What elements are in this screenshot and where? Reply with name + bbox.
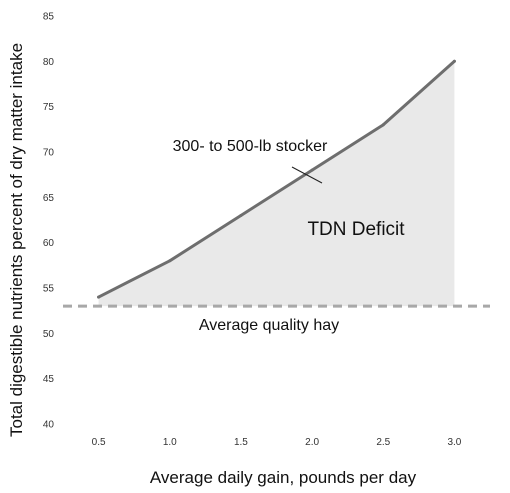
series-label-leader (291, 166, 323, 184)
y-tick-label: 55 (43, 284, 55, 295)
tdn-deficit-label: TDN Deficit (307, 219, 405, 240)
reference-line-label: Average quality hay (199, 317, 339, 334)
y-tick-label: 65 (43, 193, 55, 204)
x-tick-label: 0.5 (92, 437, 106, 448)
series-line (97, 59, 456, 299)
series-point (310, 168, 314, 172)
x-tick-label: 3.0 (447, 437, 461, 448)
x-tick-label: 2.5 (376, 437, 390, 448)
x-axis-ticks: 0.5 1.0 1.5 2.0 2.5 3.0 (92, 437, 462, 448)
x-tick-label: 1.5 (234, 437, 248, 448)
series-point (381, 123, 385, 127)
y-tick-label: 45 (43, 374, 55, 385)
series-layer (97, 59, 456, 299)
y-axis-title: Total digestible nutrients percent of dr… (7, 43, 26, 437)
series-point (239, 214, 243, 217)
tdn-deficit-area (98, 61, 455, 307)
series-point (97, 295, 101, 299)
y-axis-ticks: 40 45 50 55 60 65 70 75 80 85 (43, 12, 55, 431)
y-tick-label: 40 (43, 420, 55, 431)
series-point (452, 59, 456, 63)
y-tick-label: 60 (43, 238, 55, 249)
y-tick-label: 75 (43, 102, 55, 113)
x-axis-title: Average daily gain, pounds per day (150, 468, 417, 487)
series-label: 300- to 500-lb stocker (173, 138, 328, 155)
y-tick-label: 70 (43, 148, 55, 159)
tdn-deficit-area-layer (98, 61, 455, 307)
series-point (168, 259, 172, 263)
y-tick-label: 50 (43, 329, 55, 340)
y-tick-label: 80 (43, 57, 55, 68)
x-tick-label: 1.0 (163, 437, 177, 448)
x-tick-label: 2.0 (305, 437, 319, 448)
y-tick-label: 85 (43, 12, 55, 23)
